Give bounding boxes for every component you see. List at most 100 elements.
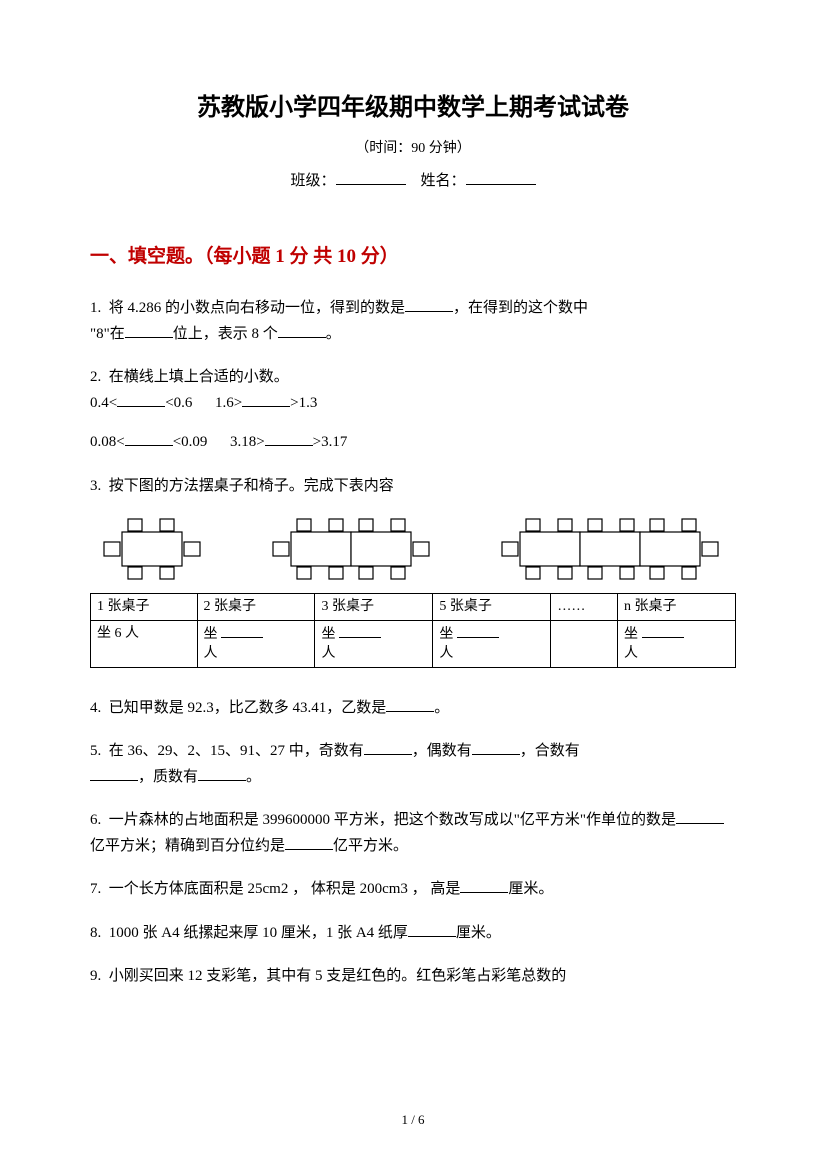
- q2-num: 2.: [90, 369, 101, 385]
- q2-l2d: >3.17: [313, 434, 348, 450]
- question-6: 6. 一片森林的占地面积是 399600000 平方米，把这个数改写成以"亿平方…: [90, 808, 736, 859]
- q8-num: 8.: [90, 925, 101, 941]
- q1-blank-3[interactable]: [278, 322, 326, 338]
- ren: 人: [321, 646, 335, 661]
- q6-blank-1[interactable]: [676, 808, 724, 824]
- time-label: （时间：90 分钟）: [90, 138, 736, 159]
- table-row: 1 张桌子 2 张桌子 3 张桌子 5 张桌子 …… n 张桌子: [91, 594, 736, 621]
- q8-blank[interactable]: [408, 921, 456, 937]
- td-blank[interactable]: [642, 624, 684, 638]
- td-5: [551, 620, 618, 667]
- q7-blank[interactable]: [460, 877, 508, 893]
- sit: 坐: [204, 627, 218, 642]
- q1-blank-2[interactable]: [125, 322, 173, 338]
- q2-blank-4[interactable]: [265, 430, 313, 446]
- q2-blank-2[interactable]: [242, 391, 290, 407]
- q6-blank-2[interactable]: [285, 834, 333, 850]
- td-2: 坐 人: [197, 620, 315, 667]
- th-6: n 张桌子: [618, 594, 736, 621]
- td-blank[interactable]: [339, 624, 381, 638]
- q1-e: 。: [326, 326, 341, 342]
- question-7: 7. 一个长方体底面积是 25cm2 ， 体积是 200cm3 ， 高是 厘米。: [90, 877, 736, 903]
- sit: 坐: [321, 627, 335, 642]
- q5-blank-3[interactable]: [90, 765, 138, 781]
- q2-l2b: <0.09: [173, 434, 208, 450]
- q2-l1a: 0.4<: [90, 395, 117, 411]
- q1-b: ，在得到的这个数中: [453, 300, 588, 316]
- td-blank[interactable]: [457, 624, 499, 638]
- class-label: 班级：: [290, 173, 335, 189]
- td-blank[interactable]: [221, 624, 263, 638]
- table-row: 坐 6 人 坐 人 坐 人 坐 人 坐 人: [91, 620, 736, 667]
- name-blank[interactable]: [466, 169, 536, 185]
- question-8: 8. 1000 张 A4 纸摞起来厚 10 厘米，1 张 A4 纸厚 厘米。: [90, 921, 736, 947]
- q7-a: 一个长方体底面积是 25cm2 ， 体积是 200cm3 ， 高是: [109, 881, 461, 897]
- q5-blank-4[interactable]: [198, 765, 246, 781]
- q2-text: 在横线上填上合适的小数。: [109, 369, 289, 385]
- th-5: ……: [551, 594, 618, 621]
- sit: 坐: [439, 627, 453, 642]
- q5-b: ，偶数有: [412, 743, 472, 759]
- ren: 人: [439, 646, 453, 661]
- q7-b: 厘米。: [508, 881, 553, 897]
- sit: 坐: [624, 627, 638, 642]
- q8-a: 1000 张 A4 纸摞起来厚 10 厘米，1 张 A4 纸厚: [109, 925, 408, 941]
- exam-title: 苏教版小学四年级期中数学上期考试试卷: [90, 90, 736, 126]
- q1-a: 将 4.286 的小数点向右移动一位，得到的数是: [109, 300, 405, 316]
- q4-a: 已知甲数是 92.3，比乙数多 43.41，乙数是: [109, 700, 387, 716]
- q6-c: 亿平方米。: [333, 838, 408, 854]
- q2-l1d: >1.3: [290, 395, 317, 411]
- td-1: 坐 6 人: [91, 620, 198, 667]
- question-1: 1. 将 4.286 的小数点向右移动一位，得到的数是 ，在得到的这个数中 "8"…: [90, 296, 736, 347]
- q5-num: 5.: [90, 743, 101, 759]
- page-number: 1 / 6: [0, 1110, 826, 1130]
- q9-text: 小刚买回来 12 支彩笔，其中有 5 支是红色的。红色彩笔占彩笔总数的: [109, 968, 567, 984]
- q2-l2c: 3.18>: [230, 434, 265, 450]
- student-info: 班级： 姓名：: [90, 169, 736, 193]
- question-5: 5. 在 36、29、2、15、91、27 中，奇数有 ，偶数有 ，合数有 ，质数有…: [90, 739, 736, 790]
- td-4: 坐 人: [433, 620, 551, 667]
- question-9: 9. 小刚买回来 12 支彩笔，其中有 5 支是红色的。红色彩笔占彩笔总数的: [90, 964, 736, 990]
- th-4: 5 张桌子: [433, 594, 551, 621]
- q9-num: 9.: [90, 968, 101, 984]
- ren: 人: [624, 646, 638, 661]
- th-2: 2 张桌子: [197, 594, 315, 621]
- desk-1: [98, 517, 208, 581]
- question-2: 2. 在横线上填上合适的小数。 0.4< <0.6 1.6> >1.3 0.08< <…: [90, 365, 736, 456]
- q2-blank-1[interactable]: [117, 391, 165, 407]
- class-blank[interactable]: [336, 169, 406, 185]
- section-1-header: 一、填空题。（每小题 1 分 共 10 分）: [90, 243, 736, 272]
- td-6: 坐 人: [618, 620, 736, 667]
- name-label: 姓名：: [421, 173, 466, 189]
- ren: 人: [204, 646, 218, 661]
- q4-blank[interactable]: [386, 696, 434, 712]
- q2-l1b: <0.6: [165, 395, 192, 411]
- th-3: 3 张桌子: [315, 594, 433, 621]
- q5-blank-1[interactable]: [364, 739, 412, 755]
- q5-blank-2[interactable]: [472, 739, 520, 755]
- q3-text: 按下图的方法摆桌子和椅子。完成下表内容: [109, 478, 394, 494]
- question-3: 3. 按下图的方法摆桌子和椅子。完成下表内容: [90, 474, 736, 668]
- q6-a: 一片森林的占地面积是 399600000 平方米，把这个数改写成以"亿平方米"作…: [109, 812, 676, 828]
- q3-num: 3.: [90, 478, 101, 494]
- q5-e: 。: [246, 769, 261, 785]
- q1-num: 1.: [90, 300, 101, 316]
- q5-a: 在 36、29、2、15、91、27 中，奇数有: [109, 743, 364, 759]
- q1-d: 位上，表示 8 个: [173, 326, 278, 342]
- th-1: 1 张桌子: [91, 594, 198, 621]
- q1-blank-1[interactable]: [405, 296, 453, 312]
- q2-l1c: 1.6>: [215, 395, 242, 411]
- q7-num: 7.: [90, 881, 101, 897]
- desk-table: 1 张桌子 2 张桌子 3 张桌子 5 张桌子 …… n 张桌子 坐 6 人 坐…: [90, 593, 736, 668]
- desk-2: [267, 517, 437, 581]
- q2-l2a: 0.08<: [90, 434, 125, 450]
- q1-c: "8"在: [90, 326, 125, 342]
- question-4: 4. 已知甲数是 92.3，比乙数多 43.41，乙数是。: [90, 696, 736, 722]
- q6-b: 亿平方米；精确到百分位约是: [90, 838, 285, 854]
- q5-c: ，合数有: [520, 743, 580, 759]
- desk-3: [496, 517, 728, 581]
- desk-diagrams: [90, 517, 736, 581]
- q5-d: ，质数有: [138, 769, 198, 785]
- q2-blank-3[interactable]: [125, 430, 173, 446]
- q8-b: 厘米。: [456, 925, 501, 941]
